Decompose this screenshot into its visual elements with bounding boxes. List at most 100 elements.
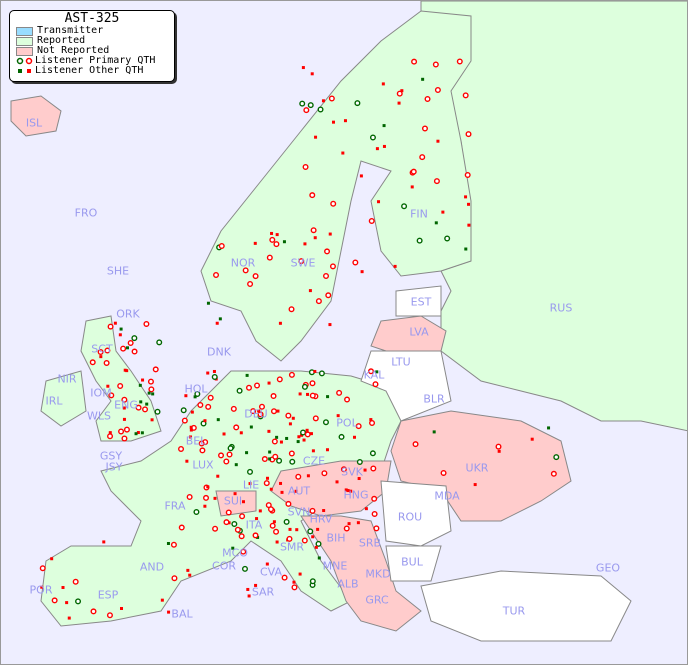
- region-isl: [10, 95, 62, 137]
- listener-primary-marker: [121, 396, 128, 403]
- listener-primary-marker: [291, 584, 298, 591]
- listener-other-marker: [360, 270, 364, 274]
- listener-primary-marker: [270, 393, 277, 400]
- listener-other-marker: [282, 240, 286, 244]
- listener-other-marker: [166, 541, 170, 545]
- listener-other-marker: [258, 509, 262, 513]
- listener-other-marker: [321, 99, 325, 103]
- listener-other-marker: [316, 527, 320, 531]
- listener-other-marker: [309, 432, 313, 436]
- listener-primary-marker: [143, 320, 150, 327]
- listener-other-marker: [464, 195, 468, 199]
- legend-label: Transmitter: [37, 25, 104, 36]
- listener-other-marker: [377, 200, 381, 204]
- listener-primary-marker: [203, 494, 210, 501]
- country-label-bel: BEL: [185, 434, 207, 448]
- country-label-srb: SRB: [358, 536, 382, 550]
- listener-primary-marker: [309, 578, 316, 585]
- listener-other-marker: [296, 440, 300, 444]
- country-label-ita: ITA: [245, 518, 263, 532]
- listener-other-marker: [314, 545, 318, 549]
- listener-other-marker: [382, 144, 386, 148]
- listener-other-marker: [206, 485, 210, 489]
- listener-other-marker: [272, 520, 276, 524]
- country-label-blr: BLR: [423, 392, 445, 406]
- listener-primary-marker: [252, 532, 259, 539]
- listener-other-marker: [410, 185, 414, 189]
- listener-other-marker: [147, 391, 151, 395]
- listener-other-marker: [123, 368, 127, 372]
- listener-primary-marker: [107, 323, 114, 330]
- listener-other-marker: [126, 346, 130, 350]
- listener-other-marker: [184, 394, 188, 398]
- region-nodata-rou: [380, 480, 452, 547]
- region-nodata-tur: [420, 570, 632, 642]
- listener-primary-marker: [241, 565, 248, 572]
- swatch-not-reported: [16, 46, 33, 56]
- listener-primary-marker: [180, 407, 187, 414]
- listener-primary-marker: [108, 392, 115, 399]
- listener-primary-marker: [304, 431, 311, 438]
- listener-other-marker: [106, 384, 110, 388]
- listener-other-marker: [119, 327, 123, 331]
- listener-other-marker: [253, 241, 257, 245]
- legend-not-reported: Not Reported: [10, 46, 174, 56]
- listener-other-marker: [317, 556, 321, 560]
- square-marker-icon: [16, 67, 35, 75]
- listener-other-marker: [190, 410, 194, 414]
- listener-primary-marker: [193, 508, 200, 515]
- listener-primary-marker: [230, 405, 237, 412]
- listener-other-marker: [285, 436, 289, 440]
- listener-other-marker: [189, 428, 193, 432]
- listener-other-marker: [310, 72, 314, 76]
- country-label-cor: COR: [212, 559, 236, 573]
- listener-primary-marker: [283, 518, 290, 525]
- listener-other-marker: [268, 457, 272, 461]
- listener-other-marker: [421, 77, 425, 81]
- listener-other-marker: [265, 562, 269, 566]
- listener-other-marker: [67, 616, 71, 620]
- country-label-fra: FRA: [164, 499, 186, 513]
- listener-other-marker: [464, 247, 468, 251]
- listener-primary-marker: [299, 100, 306, 107]
- listener-primary-marker: [273, 241, 280, 248]
- listener-primary-marker: [247, 281, 254, 288]
- region-nodata-baltic: [360, 350, 452, 422]
- country-label-est: EST: [410, 295, 432, 309]
- listener-primary-marker: [194, 391, 201, 398]
- listener-other-marker: [336, 414, 340, 418]
- listener-primary-marker: [198, 440, 205, 447]
- listener-primary-marker: [236, 387, 243, 394]
- country-label-sar: SAR: [251, 585, 275, 599]
- listener-primary-marker: [288, 371, 295, 378]
- region-sui: [215, 490, 257, 517]
- country-label-cva: CVA: [259, 565, 283, 579]
- listener-other-marker: [136, 431, 140, 435]
- listener-primary-marker: [285, 500, 292, 507]
- listener-primary-marker: [170, 541, 177, 548]
- listener-other-marker: [245, 451, 249, 455]
- listener-other-marker: [322, 509, 326, 513]
- listener-primary-marker: [117, 383, 124, 390]
- listener-other-marker: [245, 373, 249, 377]
- listener-other-marker: [349, 489, 353, 493]
- country-label-hrv: HRV: [309, 512, 333, 526]
- listener-other-marker: [292, 580, 296, 584]
- listener-primary-marker: [223, 519, 230, 526]
- country-label-rus: RUS: [549, 301, 573, 315]
- listener-other-marker: [397, 101, 401, 105]
- listener-other-marker: [108, 431, 112, 435]
- listener-primary-marker: [369, 419, 376, 426]
- listener-primary-marker: [373, 525, 380, 532]
- listener-other-marker: [356, 521, 360, 525]
- listener-primary-marker: [325, 292, 332, 299]
- listener-other-marker: [328, 323, 332, 327]
- listener-primary-marker: [401, 203, 408, 210]
- listener-other-marker: [186, 568, 190, 572]
- listener-other-marker: [140, 431, 144, 435]
- listener-primary-marker: [135, 404, 142, 411]
- listener-other-marker: [213, 496, 217, 500]
- listener-primary-marker: [89, 359, 96, 366]
- country-label-bul: BUL: [401, 555, 423, 569]
